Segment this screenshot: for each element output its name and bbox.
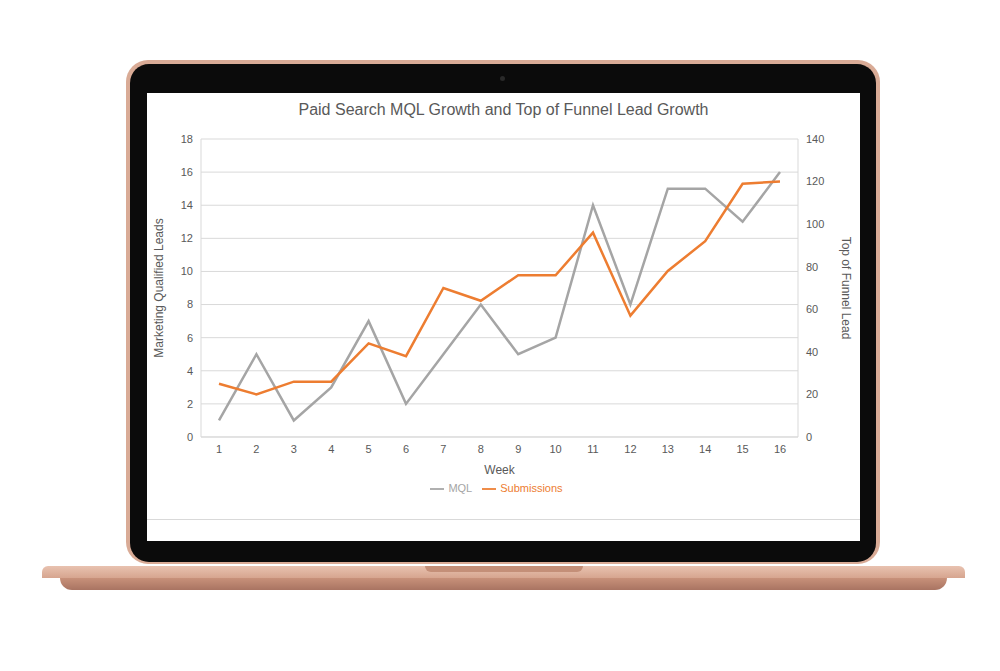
svg-text:14: 14 — [699, 443, 711, 455]
svg-text:11: 11 — [587, 443, 598, 455]
html-text:Paid Search MQL Growth and Top: Paid Search MQL Growth and Top of Funnel… — [298, 101, 709, 118]
svg-text:15: 15 — [736, 443, 748, 455]
svg-text:10: 10 — [549, 443, 561, 455]
svg-text:20: 20 — [806, 388, 818, 400]
svg-text:4: 4 — [328, 443, 334, 455]
svg-text:60: 60 — [806, 303, 818, 315]
svg-text:4: 4 — [187, 365, 193, 377]
svg-text:18: 18 — [181, 133, 193, 145]
svg-text:80: 80 — [806, 261, 818, 273]
svg-text:1: 1 — [216, 443, 222, 455]
svg-text:0: 0 — [187, 431, 193, 443]
svg-text:3: 3 — [291, 443, 297, 455]
svg-text:7: 7 — [440, 443, 446, 455]
svg-text:Marketing Qualified Leads: Marketing Qualified Leads — [152, 218, 166, 357]
svg-text:6: 6 — [403, 443, 409, 455]
html-text:MQL: MQL — [448, 482, 473, 494]
svg-text:0: 0 — [806, 431, 812, 443]
svg-text:120: 120 — [806, 175, 824, 187]
html-text:Submissions: Submissions — [500, 482, 563, 494]
svg-text:10: 10 — [181, 265, 193, 277]
svg-text:Week: Week — [484, 463, 515, 477]
svg-text:12: 12 — [624, 443, 636, 455]
svg-text:Top of Funnel Lead: Top of Funnel Lead — [839, 237, 853, 340]
svg-text:16: 16 — [774, 443, 786, 455]
svg-text:40: 40 — [806, 346, 818, 358]
svg-text:100: 100 — [806, 218, 824, 230]
svg-text:13: 13 — [662, 443, 674, 455]
svg-text:6: 6 — [187, 332, 193, 344]
svg-text:2: 2 — [253, 443, 259, 455]
svg-text:2: 2 — [187, 398, 193, 410]
svg-text:14: 14 — [181, 199, 193, 211]
svg-text:12: 12 — [181, 232, 193, 244]
svg-text:16: 16 — [181, 166, 193, 178]
svg-text:8: 8 — [478, 443, 484, 455]
svg-text:140: 140 — [806, 133, 824, 145]
svg-text:8: 8 — [187, 298, 193, 310]
svg-text:9: 9 — [515, 443, 521, 455]
svg-text:5: 5 — [366, 443, 372, 455]
